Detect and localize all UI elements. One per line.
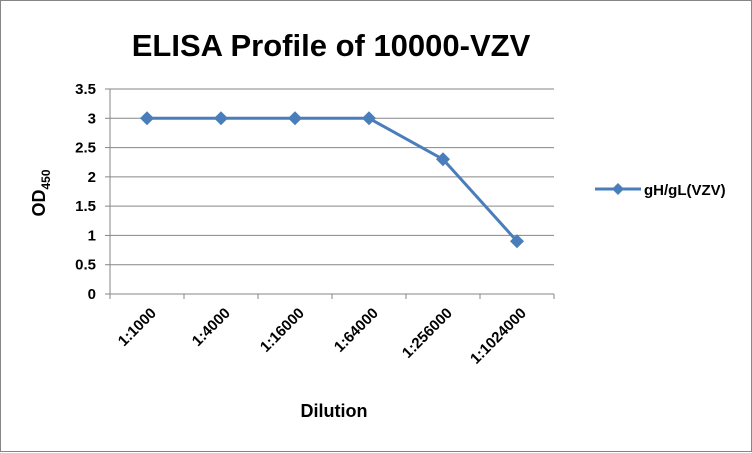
x-tick-label: 1:1024000 xyxy=(467,305,530,368)
data-point-marker xyxy=(436,152,450,167)
x-axis-ticks: 1:1000 1:4000 1:16000 1:64000 1:256000 1:1024… xyxy=(109,294,555,368)
x-axis-title: Dilution xyxy=(301,401,368,421)
axes xyxy=(109,89,554,295)
y-tick-label: 0 xyxy=(88,286,96,303)
x-tick-label: 1:64000 xyxy=(331,305,382,356)
y-tick-label: 1.5 xyxy=(75,198,96,215)
data-point-marker xyxy=(214,111,228,126)
y-axis-ticks: 0 0.5 1 1.5 2 2.5 3 3.5 xyxy=(75,81,110,303)
data-point-marker xyxy=(140,111,154,126)
x-tick-label: 1:16000 xyxy=(257,305,308,356)
legend-label: gH/gL(VZV) xyxy=(644,182,726,199)
gridlines xyxy=(110,88,554,266)
legend: gH/gL(VZV) xyxy=(595,182,726,199)
y-axis-title-subscript: 450 xyxy=(39,169,53,189)
legend-diamond-marker xyxy=(612,183,624,195)
series-gh-gl-vzv xyxy=(140,111,524,249)
y-tick-label: 3.5 xyxy=(75,81,96,98)
y-tick-label: 1 xyxy=(88,227,96,244)
y-tick-label: 0.5 xyxy=(75,257,96,274)
x-tick-label: 1:4000 xyxy=(189,305,234,350)
series-line xyxy=(147,116,519,243)
chart-title: ELISA Profile of 10000-VZV xyxy=(132,28,531,63)
x-tick-label: 1:1000 xyxy=(115,305,160,350)
data-point-marker xyxy=(510,234,524,249)
data-point-marker xyxy=(288,111,302,126)
y-axis-title-main: OD xyxy=(29,190,49,217)
y-tick-label: 2 xyxy=(88,169,96,186)
y-axis-title: OD450 xyxy=(29,169,53,216)
svg-text:OD450: OD450 xyxy=(29,169,53,216)
y-tick-label: 2.5 xyxy=(75,140,96,157)
y-tick-label: 3 xyxy=(88,110,96,127)
x-tick-label: 1:256000 xyxy=(399,305,456,362)
data-point-marker xyxy=(362,111,376,126)
